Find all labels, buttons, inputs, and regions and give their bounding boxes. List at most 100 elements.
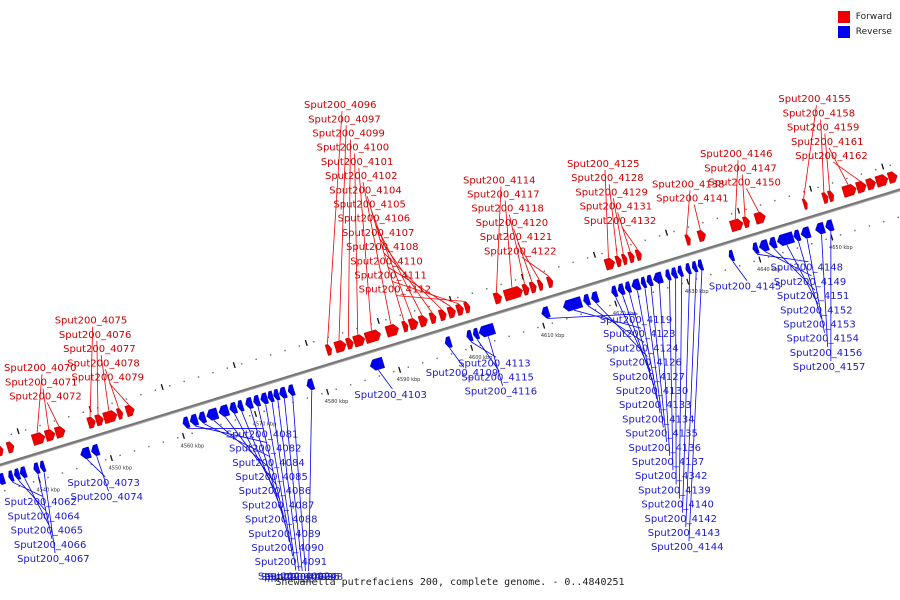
forward-gene-arrow bbox=[102, 410, 118, 424]
forward-gene-arrow bbox=[324, 343, 332, 356]
axis-tick-label: 4580 kbp bbox=[325, 399, 349, 405]
label-leader bbox=[734, 160, 739, 220]
gene-label: Sput200_4151 bbox=[777, 291, 850, 302]
label-leader bbox=[375, 224, 423, 316]
dot-mark bbox=[234, 419, 237, 421]
label-leader bbox=[470, 341, 497, 358]
reverse-gene-arrow bbox=[692, 260, 699, 273]
label-leader bbox=[774, 248, 816, 291]
dot-mark bbox=[241, 363, 243, 365]
label-leader bbox=[806, 238, 825, 333]
dot-mark bbox=[335, 388, 337, 390]
label-leader bbox=[100, 355, 110, 411]
label-leader bbox=[396, 295, 466, 302]
dot-mark bbox=[551, 322, 554, 324]
reverse-gene-arrow bbox=[769, 236, 778, 249]
gene-label: Sput200_4133 bbox=[619, 400, 692, 411]
reverse-gene-arrow bbox=[631, 278, 642, 291]
reverse-gene-arrow bbox=[279, 386, 288, 399]
label-leader bbox=[378, 369, 393, 390]
gene-group bbox=[0, 171, 898, 485]
dot-mark bbox=[695, 278, 698, 280]
forward-gene-arrow bbox=[437, 309, 447, 322]
dot-mark bbox=[745, 208, 747, 211]
reverse-gene-arrow bbox=[19, 466, 28, 479]
dot-mark bbox=[687, 226, 690, 228]
backbone-line bbox=[0, 188, 900, 467]
major-tick-lower bbox=[686, 278, 690, 285]
forward-gene-arrow bbox=[502, 286, 523, 302]
label-leader bbox=[109, 383, 129, 405]
label-leader bbox=[820, 119, 825, 192]
axis-tick-label: 4600 kbp bbox=[469, 355, 493, 361]
dot-mark bbox=[543, 270, 546, 272]
gene-label: Sput200_4124 bbox=[606, 343, 679, 354]
label-group: Sput200_4070 Sput200_4071 Sput200_4072 Sput… bbox=[4, 94, 868, 583]
dot-mark bbox=[32, 481, 35, 483]
reverse-gene-arrow bbox=[697, 259, 705, 271]
forward-gene-arrow bbox=[696, 229, 706, 243]
label-leader bbox=[366, 196, 405, 321]
gene-label: Sput200_4081 bbox=[226, 429, 299, 440]
gene-label: Sput200_4066 bbox=[14, 540, 87, 551]
dot-mark bbox=[385, 318, 387, 321]
dot-mark bbox=[666, 287, 669, 289]
forward-gene-arrow bbox=[30, 432, 46, 446]
dot-mark bbox=[514, 279, 517, 281]
gene-label: Sput200_4130 bbox=[616, 386, 689, 397]
dot-mark bbox=[76, 467, 78, 470]
forward-gene-arrow bbox=[115, 407, 124, 420]
forward-gene-arrow bbox=[536, 279, 544, 292]
label-leader bbox=[508, 214, 525, 284]
gene-label: Sput200_4155 bbox=[778, 94, 851, 105]
gene-label: Sput200_4149 bbox=[774, 277, 847, 288]
gene-label: Sput200_4138 bbox=[652, 179, 725, 190]
label-leader bbox=[803, 105, 817, 199]
gene-label: Sput200_4142 bbox=[645, 514, 718, 525]
dot-mark bbox=[450, 353, 453, 355]
dot-mark bbox=[788, 195, 791, 197]
gene-label: Sput200_4071 bbox=[5, 377, 78, 388]
dot-mark bbox=[767, 256, 770, 258]
forward-gene-arrow bbox=[417, 315, 428, 328]
dot-mark bbox=[169, 385, 171, 387]
gene-label: Sput200_4137 bbox=[632, 457, 705, 468]
reverse-gene-arrow bbox=[591, 291, 600, 304]
dot-mark bbox=[220, 423, 222, 426]
label-leader bbox=[327, 111, 343, 344]
dot-mark bbox=[53, 420, 56, 422]
gene-label: Sput200_4152 bbox=[780, 305, 853, 316]
dot-mark bbox=[839, 234, 842, 236]
major-tick-upper bbox=[593, 251, 597, 258]
gene-label: Sput200_4122 bbox=[484, 246, 557, 257]
dot-mark bbox=[18, 485, 20, 487]
label-leader bbox=[379, 238, 432, 313]
gene-label: Sput200_4146 bbox=[700, 149, 773, 160]
gene-label: Sput200_4161 bbox=[791, 137, 864, 148]
gene-label: Sput200_4088 bbox=[245, 515, 317, 526]
label-leader bbox=[308, 390, 313, 572]
gene-label: Sput200_4093 bbox=[261, 572, 334, 583]
label-leader bbox=[604, 169, 609, 258]
gene-label: Sput200_4116 bbox=[465, 387, 538, 398]
gene-label: Sput200_4065 bbox=[11, 526, 84, 537]
gene-label: Sput200_4064 bbox=[7, 511, 80, 522]
dot-mark bbox=[609, 304, 611, 307]
major-tick-lower bbox=[254, 410, 258, 417]
dot-mark bbox=[730, 213, 733, 215]
reverse-gene-arrow bbox=[800, 226, 812, 239]
gene-label: Sput200_4079 bbox=[72, 373, 145, 384]
reverse-gene-arrow bbox=[625, 281, 633, 294]
legend-reverse-label: Reverse bbox=[855, 26, 892, 37]
gene-label: Sput200_4342 bbox=[635, 471, 708, 482]
major-tick-upper bbox=[304, 339, 308, 347]
dot-mark bbox=[370, 323, 373, 325]
gene-label: Sput200_4091 bbox=[255, 557, 328, 568]
forward-gene-arrow bbox=[521, 283, 530, 296]
gene-label: Sput200_4101 bbox=[321, 157, 394, 168]
reverse-gene-arrow bbox=[287, 384, 296, 397]
dot-mark bbox=[82, 411, 84, 413]
reverse-gene-arrow bbox=[541, 306, 551, 319]
gene-label: Sput200_4139 bbox=[638, 485, 711, 496]
dot-mark bbox=[68, 415, 70, 418]
